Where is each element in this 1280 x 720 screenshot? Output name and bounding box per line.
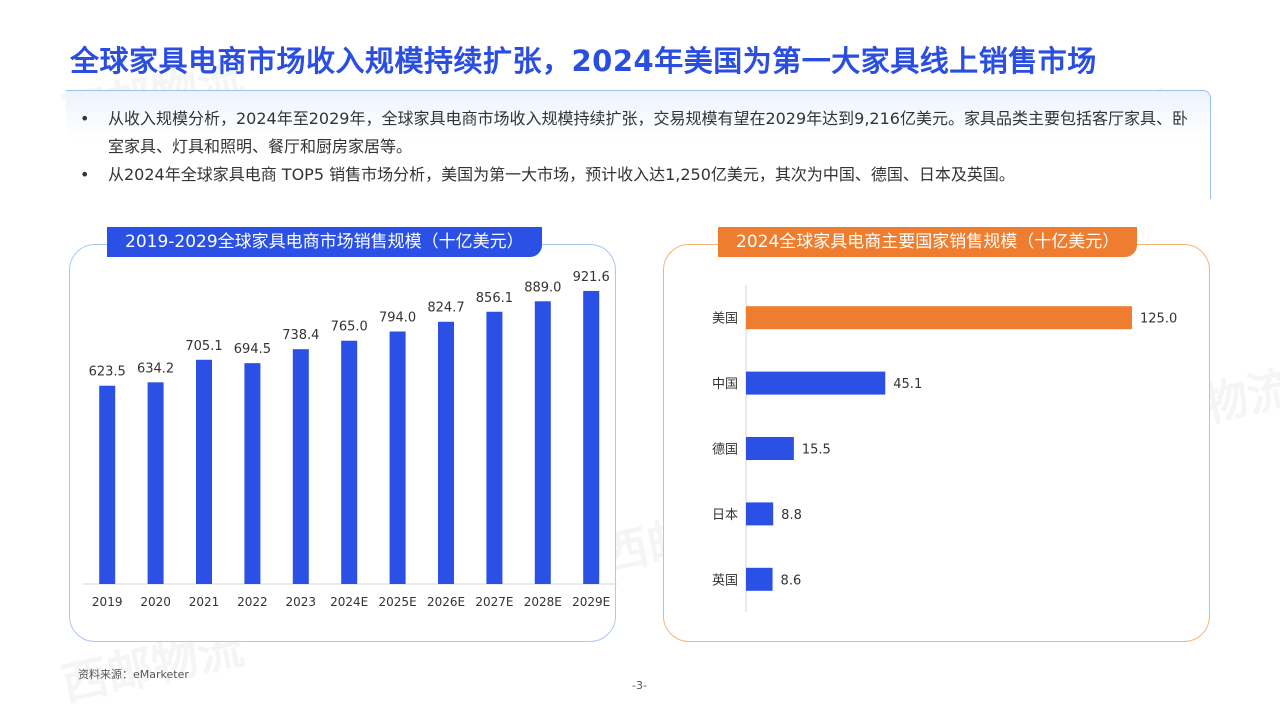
bar-美国: [746, 306, 1132, 330]
y-tick-label: 美国: [712, 312, 738, 327]
bar-2029E: [583, 290, 600, 584]
bullet-item: 从收入规模分析，2024年至2029年，全球家具电商市场收入规模持续扩张，交易规…: [78, 105, 1188, 161]
bar-德国: [746, 437, 794, 460]
bar-日本: [746, 502, 774, 526]
data-label: 634.2: [137, 361, 174, 376]
data-label: 623.5: [89, 365, 126, 380]
y-tick-label: 德国: [712, 443, 738, 458]
chart-title: 2024全球家具电商主要国家销售规模（十亿美元）: [718, 227, 1138, 257]
global-sales-chart-panel: 2019-2029全球家具电商市场销售规模（十亿美元） 623.5 2019 634…: [69, 227, 617, 642]
bar-2026E: [438, 321, 454, 584]
x-tick-label: 2019: [92, 595, 123, 609]
x-tick-label: 2028E: [524, 595, 562, 609]
chart-title: 2019-2029全球家具电商市场销售规模（十亿美元）: [107, 227, 542, 257]
x-tick-label: 2021: [189, 595, 220, 609]
bar-2019: [99, 385, 116, 584]
data-label: 694.5: [234, 342, 271, 357]
bar-2024E: [341, 340, 358, 584]
data-label: 8.6: [781, 573, 802, 588]
x-tick-label: 2026E: [427, 595, 465, 609]
bar-中国: [746, 371, 886, 395]
bar-2025E: [389, 331, 406, 584]
bar-2022: [244, 363, 261, 584]
x-tick-label: 2025E: [379, 595, 417, 609]
country-sales-bar-chart: 125.0 美国 45.1 中国 15.5 德国 8.8 日本 8.6 英国: [712, 285, 1177, 612]
x-tick-label: 2027E: [475, 595, 513, 609]
x-tick-label: 2023: [286, 595, 317, 609]
bar-2023: [292, 349, 309, 584]
y-tick-label: 日本: [712, 508, 738, 523]
data-label: 45.1: [893, 377, 922, 392]
page-title: 全球家具电商市场收入规模持续扩张，2024年美国为第一大家具线上销售市场: [70, 44, 1097, 78]
x-tick-label: 2020: [140, 595, 171, 609]
x-tick-label: 2029E: [572, 595, 610, 609]
data-label: 125.0: [1140, 312, 1177, 327]
y-tick-label: 中国: [712, 377, 738, 392]
data-label: 794.0: [379, 311, 416, 326]
data-label: 856.1: [476, 291, 513, 306]
x-tick-label: 2022: [237, 595, 268, 609]
x-tick-label: 2024E: [330, 595, 368, 609]
bar-2027E: [486, 311, 503, 584]
country-sales-chart-panel: 2024全球家具电商主要国家销售规模（十亿美元） 125.0 美国 45.1 中国 15…: [663, 227, 1210, 642]
data-label: 921.6: [573, 270, 610, 285]
bar-2028E: [534, 301, 551, 584]
summary-bullets: 从收入规模分析，2024年至2029年，全球家具电商市场收入规模持续扩张，交易规…: [78, 105, 1188, 189]
data-label: 8.8: [781, 508, 802, 523]
y-tick-label: 英国: [712, 573, 738, 588]
bullet-item: 从2024年全球家具电商 TOP5 销售市场分析，美国为第一大市场，预计收入达1…: [78, 161, 1188, 189]
data-label: 705.1: [185, 339, 222, 354]
data-label: 738.4: [282, 328, 319, 343]
data-label: 889.0: [524, 280, 561, 295]
bar-英国: [746, 567, 773, 591]
data-label: 15.5: [802, 443, 831, 458]
global-sales-bar-chart: 623.5 2019 634.2 2020 705.1 2021 694.5 2022 738.…: [83, 270, 617, 609]
data-label: 765.0: [331, 320, 368, 335]
source-note: 资料来源：eMarketer: [78, 668, 189, 681]
data-label: 824.7: [427, 301, 464, 316]
bar-2020: [147, 382, 164, 584]
bar-2021: [196, 359, 212, 584]
page-number: -3-: [632, 679, 647, 692]
